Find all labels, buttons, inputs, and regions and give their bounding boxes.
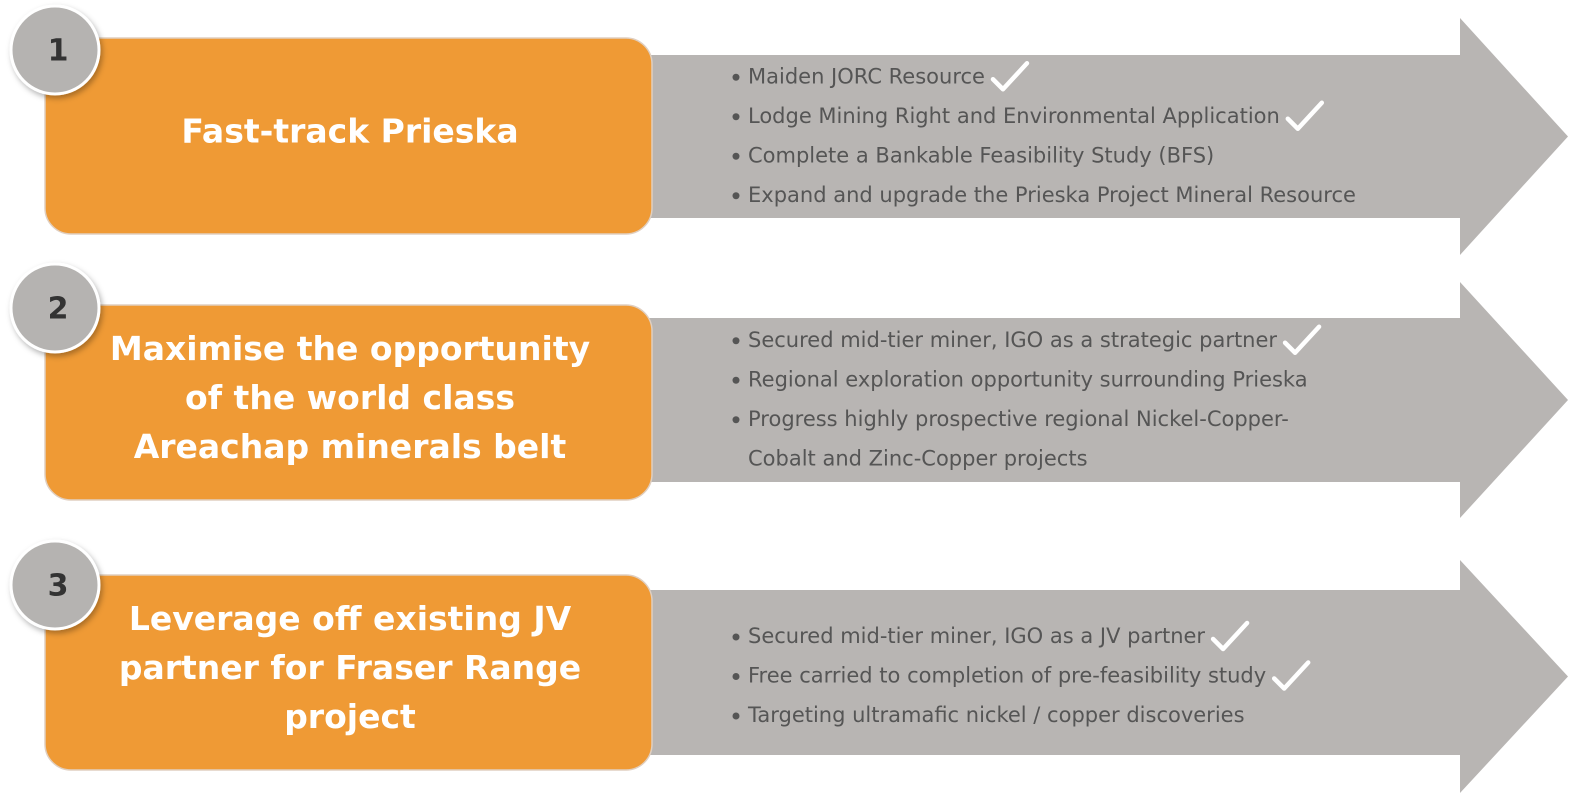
step-title: project <box>284 697 416 736</box>
checkmark <box>1282 324 1322 355</box>
bullet-text: Maiden JORC Resource <box>748 64 985 88</box>
bullet-dot <box>732 113 740 121</box>
step-title: Fast-track Prieska <box>181 112 518 151</box>
bullet-dot <box>732 633 740 641</box>
bullet-text: Complete a Bankable Feasibility Study (B… <box>748 143 1214 167</box>
bullet-dot <box>732 192 740 200</box>
checkmark <box>990 61 1030 92</box>
bullet-text: Secured mid-tier miner, IGO as a JV part… <box>748 624 1205 648</box>
bullet-text: Free carried to completion of pre-feasib… <box>748 664 1266 688</box>
arrow <box>620 18 1568 255</box>
bullet-text: Cobalt and Zinc-Copper projects <box>748 446 1088 470</box>
bullet-dot <box>732 712 740 720</box>
step-circle <box>9 4 101 96</box>
step-title: Maximise the opportunity <box>110 329 590 368</box>
bullet-dot <box>732 416 740 424</box>
bullet-text: Expand and upgrade the Prieska Project M… <box>748 183 1356 207</box>
step-title: Areachap minerals belt <box>134 427 567 466</box>
step-number: 3 <box>48 569 69 604</box>
bullet-dot <box>732 73 740 81</box>
step-title: partner for Fraser Range <box>119 648 581 687</box>
bullet-text: Secured mid-tier miner, IGO as a strateg… <box>748 328 1277 352</box>
step-title: of the world class <box>185 378 515 417</box>
bullet-dot <box>732 376 740 384</box>
step-circle <box>9 262 101 354</box>
bullet-text: Regional exploration opportunity surroun… <box>748 367 1308 391</box>
step-box <box>44 37 653 235</box>
step-number: 1 <box>48 34 69 69</box>
arrow <box>620 560 1568 793</box>
bullet-text: Progress highly prospective regional Nic… <box>748 407 1289 431</box>
step-box <box>44 574 653 771</box>
bullet-text: Targeting ultramafic nickel / copper dis… <box>747 703 1245 727</box>
checkmark <box>1271 660 1311 691</box>
checkmark <box>1210 620 1250 652</box>
step-number: 2 <box>48 292 69 327</box>
bullet-text: Lodge Mining Right and Environmental App… <box>748 104 1280 128</box>
bullet-dot <box>732 337 740 345</box>
arrow <box>620 282 1568 518</box>
bullet-dot <box>732 152 740 160</box>
checkmark <box>1285 100 1325 131</box>
step-box <box>44 304 653 501</box>
step-circle <box>9 539 101 631</box>
bullet-dot <box>732 673 740 680</box>
step-title: Leverage off existing JV <box>129 599 572 638</box>
